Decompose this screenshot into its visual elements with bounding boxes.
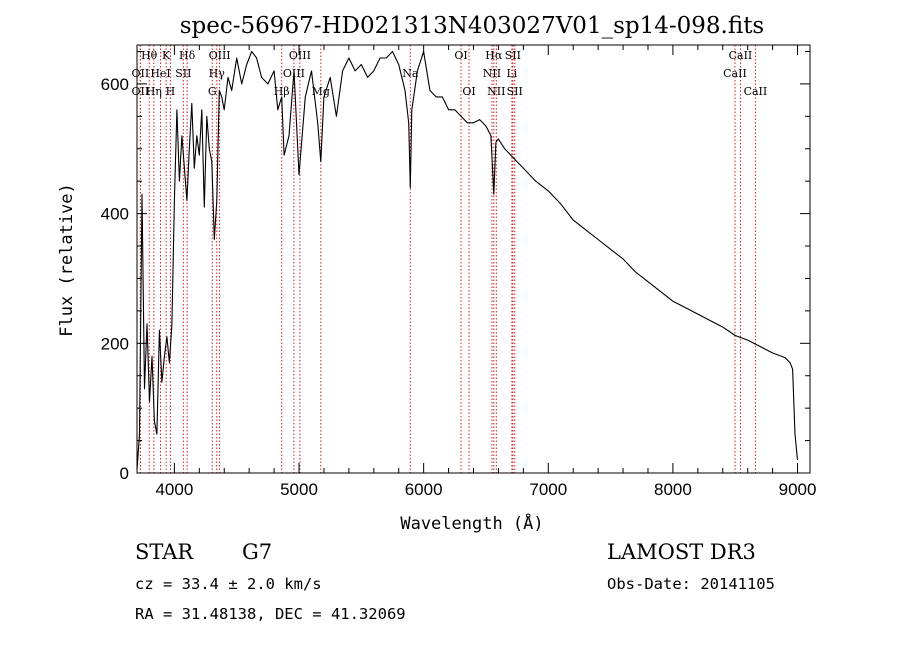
survey-name: LAMOST DR3 [607, 540, 756, 564]
y-tick-label: 400 [101, 205, 129, 224]
x-tick-label: 5000 [280, 480, 318, 499]
line-marker-label: Mg [312, 85, 330, 98]
x-tick-label: 4000 [155, 480, 193, 499]
object-subclass: G7 [242, 540, 272, 564]
object-class: STAR [135, 540, 194, 564]
line-marker-label: NII [487, 85, 505, 98]
line-marker-label: K [162, 49, 171, 62]
obs-date: Obs-Date: 20141105 [607, 575, 775, 593]
line-marker-label: Hδ [179, 49, 196, 62]
x-tick-label: 9000 [779, 480, 817, 499]
spectrum-line [136, 50, 799, 470]
spectrum-layer [136, 50, 799, 470]
line-marker-label: SII [505, 49, 521, 62]
line-marker-label: Hθ [141, 49, 158, 62]
line-marker-label: Hγ [209, 67, 226, 80]
line-marker-label: OII [132, 67, 150, 80]
line-marker-label: CaII [729, 49, 753, 62]
line-marker-label: Na [402, 67, 419, 80]
line-marker-label: NII [483, 67, 501, 80]
line-marker-label: Hβ [274, 85, 290, 98]
emission-line-markers [139, 45, 756, 473]
line-marker-label: SII [175, 67, 191, 80]
line-marker-label: Hα [485, 49, 503, 62]
y-tick-label: 0 [120, 464, 129, 483]
line-marker-label: CaII [744, 85, 768, 98]
redshift-readout: cz = 33.4 ± 2.0 km/s [135, 575, 322, 593]
y-axis-label: Flux (relative) [57, 183, 77, 337]
x-axis-label: Wavelength (Å) [400, 512, 543, 534]
axis-ticks: 4000 5000 6000 7000 8000 9000 0 200 400 600 [101, 45, 817, 499]
line-marker-label: OI [462, 85, 475, 98]
x-tick-label: 7000 [529, 480, 567, 499]
coordinates-readout: RA = 31.48138, DEC = 41.32069 [135, 605, 406, 623]
line-marker-label: OII [132, 85, 150, 98]
line-marker-label: OI [454, 49, 467, 62]
line-marker-label: SII [507, 85, 523, 98]
line-marker-label: OIII [209, 49, 231, 62]
line-marker-label: CaII [723, 67, 747, 80]
line-marker-label: Li [506, 67, 517, 80]
y-tick-label: 600 [101, 75, 129, 94]
line-marker-label: H [166, 85, 176, 98]
line-marker-label: Hη [146, 85, 162, 98]
y-tick-label: 200 [101, 334, 129, 353]
chart-title: spec-56967-HD021313N403027V01_sp14-098.f… [180, 13, 765, 39]
x-tick-label: 8000 [654, 480, 692, 499]
x-tick-label: 6000 [405, 480, 443, 499]
line-marker-label: OIII [289, 49, 311, 62]
line-marker-label: HeI [150, 67, 170, 80]
plot-frame [136, 44, 811, 474]
emission-line-labels: HθOIIOIIHηHeIKHSIIHδGHγOIIIHβOIIIOIIIMgN… [132, 49, 768, 98]
line-marker-label: G [208, 85, 217, 98]
